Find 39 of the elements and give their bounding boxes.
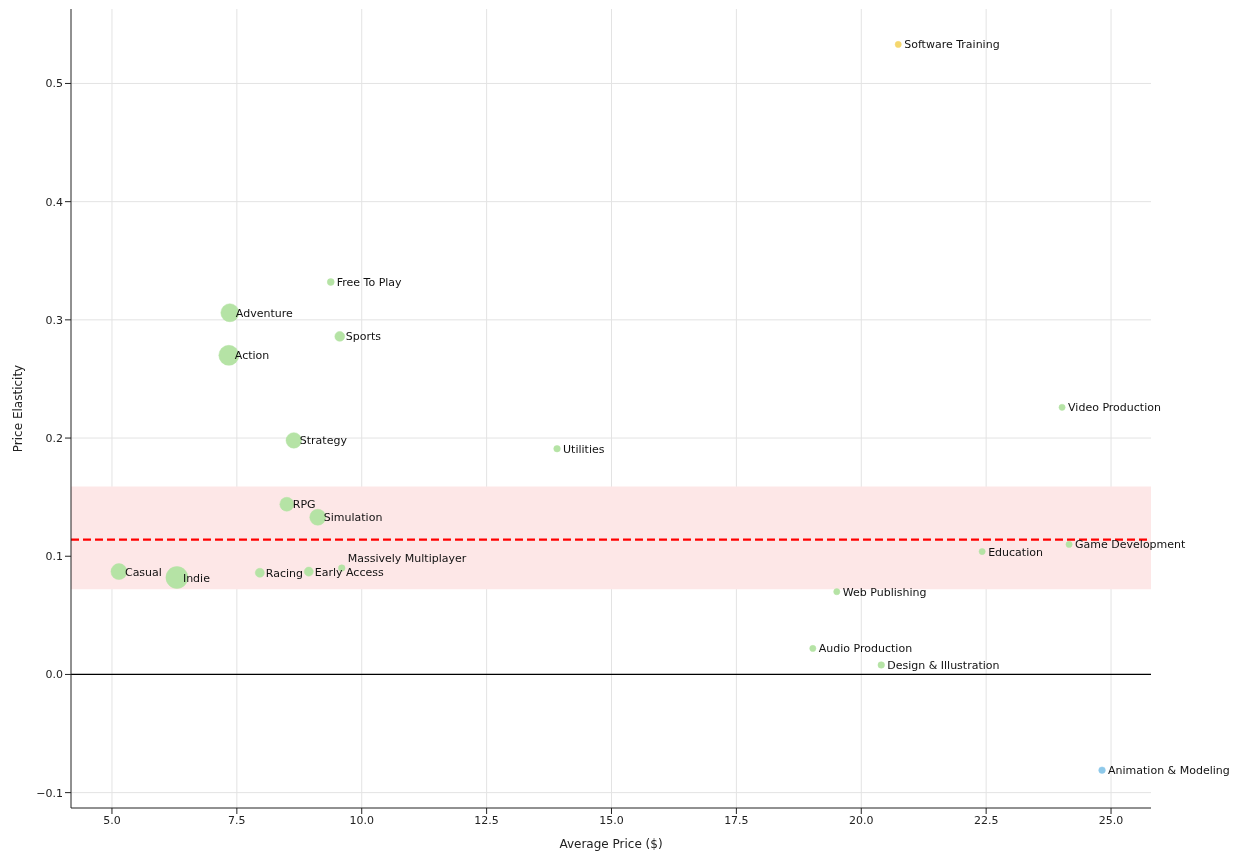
y-tick-label: 0.4	[45, 195, 63, 209]
annotation: Sports	[345, 330, 382, 344]
annotation: Design & Illustration	[887, 658, 1000, 672]
x-tick-label: 17.5	[724, 813, 749, 827]
annotation: Web Publishing	[842, 585, 927, 599]
annotation: Free To Play	[336, 276, 403, 290]
y-tick-label: 0.5	[45, 77, 63, 91]
x-tick-label: 25.0	[1098, 813, 1124, 827]
y-tick-label: 0.3	[45, 313, 63, 327]
annotation: Education	[988, 545, 1043, 559]
x-tick-label: 15.0	[599, 813, 624, 827]
annotation: Game Development	[1075, 538, 1187, 552]
annotation: Action	[234, 349, 270, 363]
y-tick-label: 0.0	[45, 668, 63, 682]
x-tick-label: 22.5	[973, 813, 999, 827]
x-tick-label: 20.0	[849, 813, 874, 827]
x-tick-label: 12.5	[474, 813, 499, 827]
x-tick-label: 10.0	[349, 813, 374, 827]
annotation: Video Production	[1068, 401, 1161, 415]
x-tick-label: 7.5	[228, 813, 246, 827]
annotation: Indie	[182, 571, 211, 585]
annotation: Strategy	[299, 434, 348, 448]
annotation: Racing	[265, 566, 304, 580]
annotation: Animation & Modeling	[1108, 764, 1230, 778]
x-axis-title: Average Price ($)	[559, 837, 663, 851]
annotation: Casual	[124, 565, 162, 579]
y-axis-title: Price Elasticity	[11, 364, 26, 453]
annotation: Audio Production	[818, 642, 913, 656]
y-tick-label: 0.2	[45, 431, 63, 445]
x-tick-label: 5.0	[103, 813, 121, 827]
y-tick-label: −0.1	[36, 786, 63, 800]
annotation: Massively Multiplayer	[347, 551, 467, 565]
annotation: Software Training	[904, 38, 1000, 52]
y-tick-label: 0.1	[45, 550, 63, 564]
annotation: Early Access	[314, 565, 384, 579]
annotation: RPG	[292, 498, 316, 512]
annotation: Adventure	[235, 306, 293, 320]
annotation: Utilities	[563, 442, 605, 456]
annotation: Simulation	[323, 511, 383, 525]
